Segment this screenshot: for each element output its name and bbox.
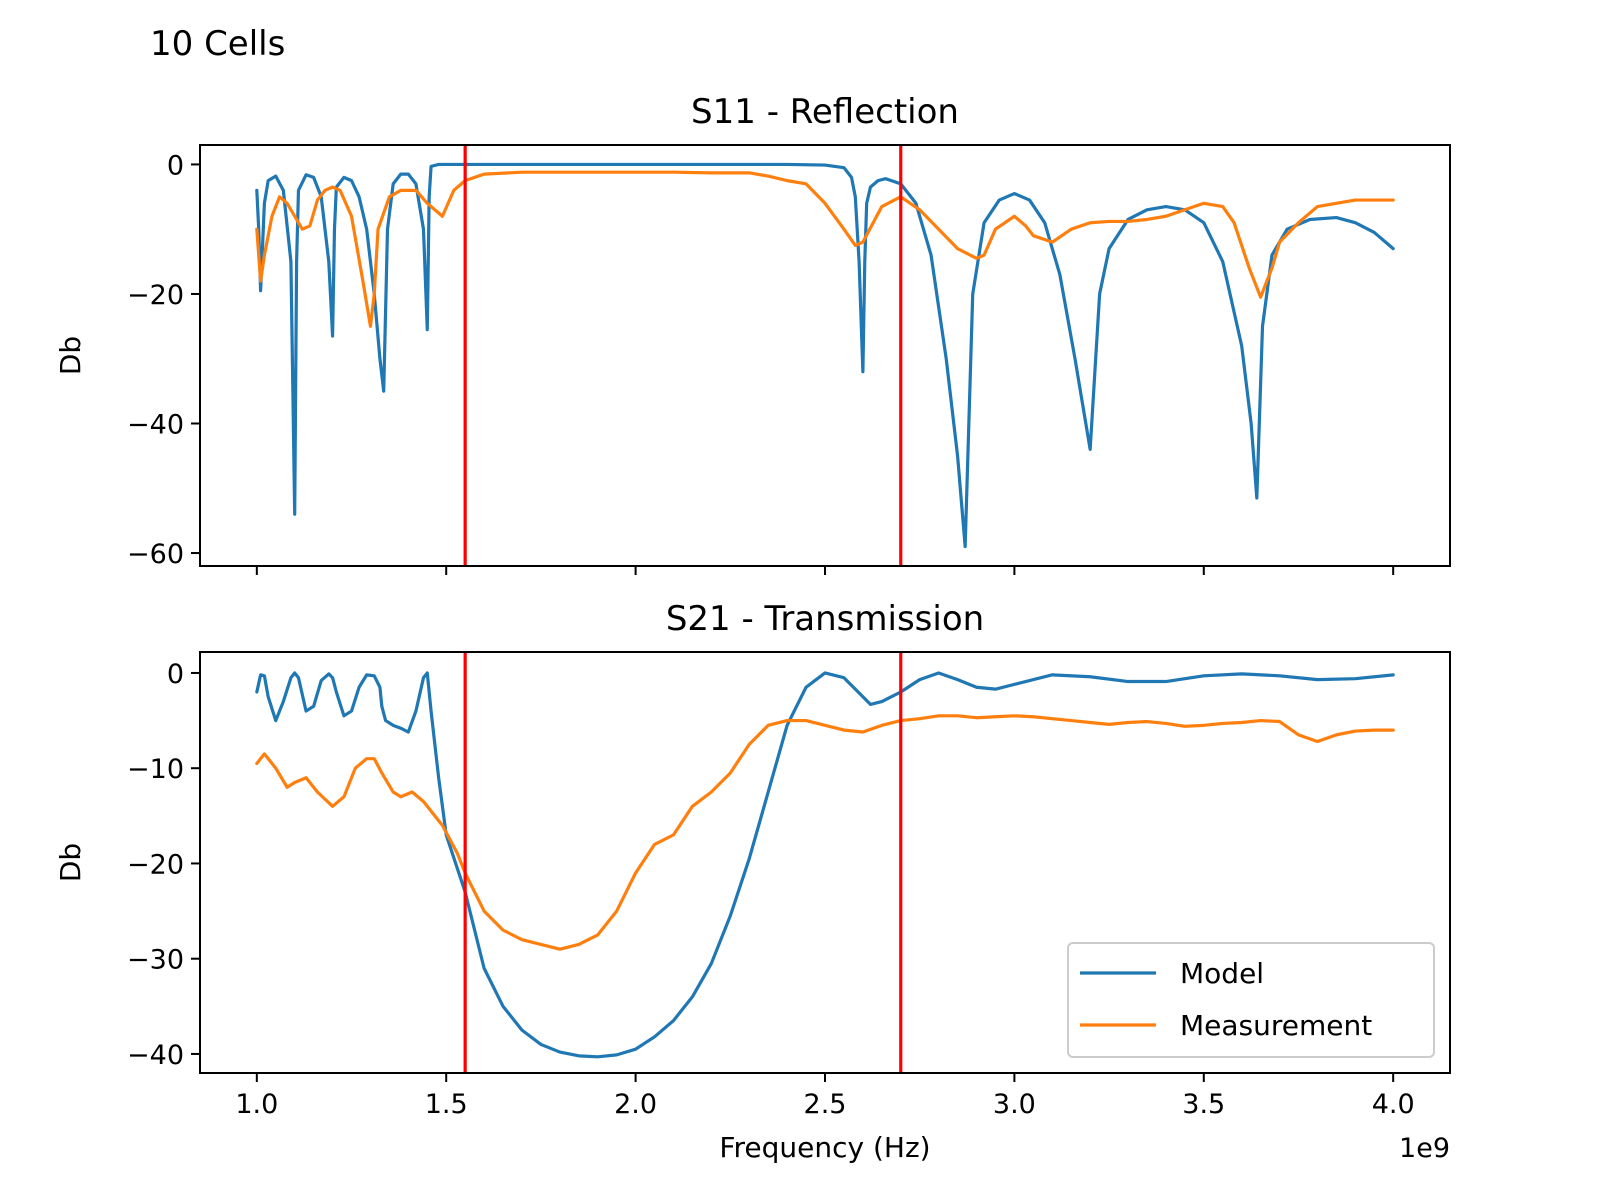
x-tick-label: 1.0 bbox=[235, 1089, 278, 1120]
y-tick-label: −20 bbox=[127, 280, 184, 311]
x-tick-label: 3.0 bbox=[993, 1089, 1036, 1120]
y-tick-label: 0 bbox=[167, 150, 184, 181]
y-tick-label: −30 bbox=[127, 945, 184, 976]
x-axis-offset-label: 1e9 bbox=[1399, 1133, 1450, 1164]
s11-panel: S11 - Reflection 0 −20 −40 −60 Db bbox=[54, 92, 1451, 575]
y-tick-label: −60 bbox=[127, 539, 184, 570]
x-tick-label: 2.5 bbox=[804, 1089, 847, 1120]
series-line-model bbox=[255, 671, 1395, 1059]
y-axis-label: Db bbox=[54, 336, 87, 375]
x-tick-label: 1.5 bbox=[425, 1089, 468, 1120]
series-line-measurement bbox=[255, 170, 1395, 328]
panel-title: S11 - Reflection bbox=[691, 92, 959, 132]
s21-panel: S21 - Transmission 1.0 1.5 2.0 2.5 3.0 3.5 4.0 0… bbox=[54, 599, 1451, 1164]
y-axis-label: Db bbox=[54, 843, 87, 882]
legend-label-measurement: Measurement bbox=[1180, 1009, 1372, 1042]
legend: Model Measurement bbox=[1067, 942, 1435, 1058]
plot-area bbox=[255, 162, 1395, 549]
legend-box bbox=[1067, 942, 1435, 1058]
x-tick-label: 3.5 bbox=[1182, 1089, 1225, 1120]
series-line-measurement bbox=[255, 714, 1395, 951]
x-tick-label: 4.0 bbox=[1372, 1089, 1415, 1120]
y-tick-label: −40 bbox=[127, 410, 184, 441]
plot-area bbox=[255, 671, 1395, 1059]
y-tick-label: −10 bbox=[127, 754, 184, 785]
y-tick-label: −20 bbox=[127, 849, 184, 880]
y-tick-label: 0 bbox=[167, 659, 184, 690]
y-tick-label: −40 bbox=[127, 1040, 184, 1071]
x-axis-label: Frequency (Hz) bbox=[719, 1131, 930, 1164]
x-tick-label: 2.0 bbox=[614, 1089, 657, 1120]
panel-title: S21 - Transmission bbox=[666, 599, 984, 639]
figure-title: 10 Cells bbox=[150, 24, 285, 64]
series-line-model bbox=[255, 162, 1395, 549]
legend-label-model: Model bbox=[1180, 957, 1264, 990]
